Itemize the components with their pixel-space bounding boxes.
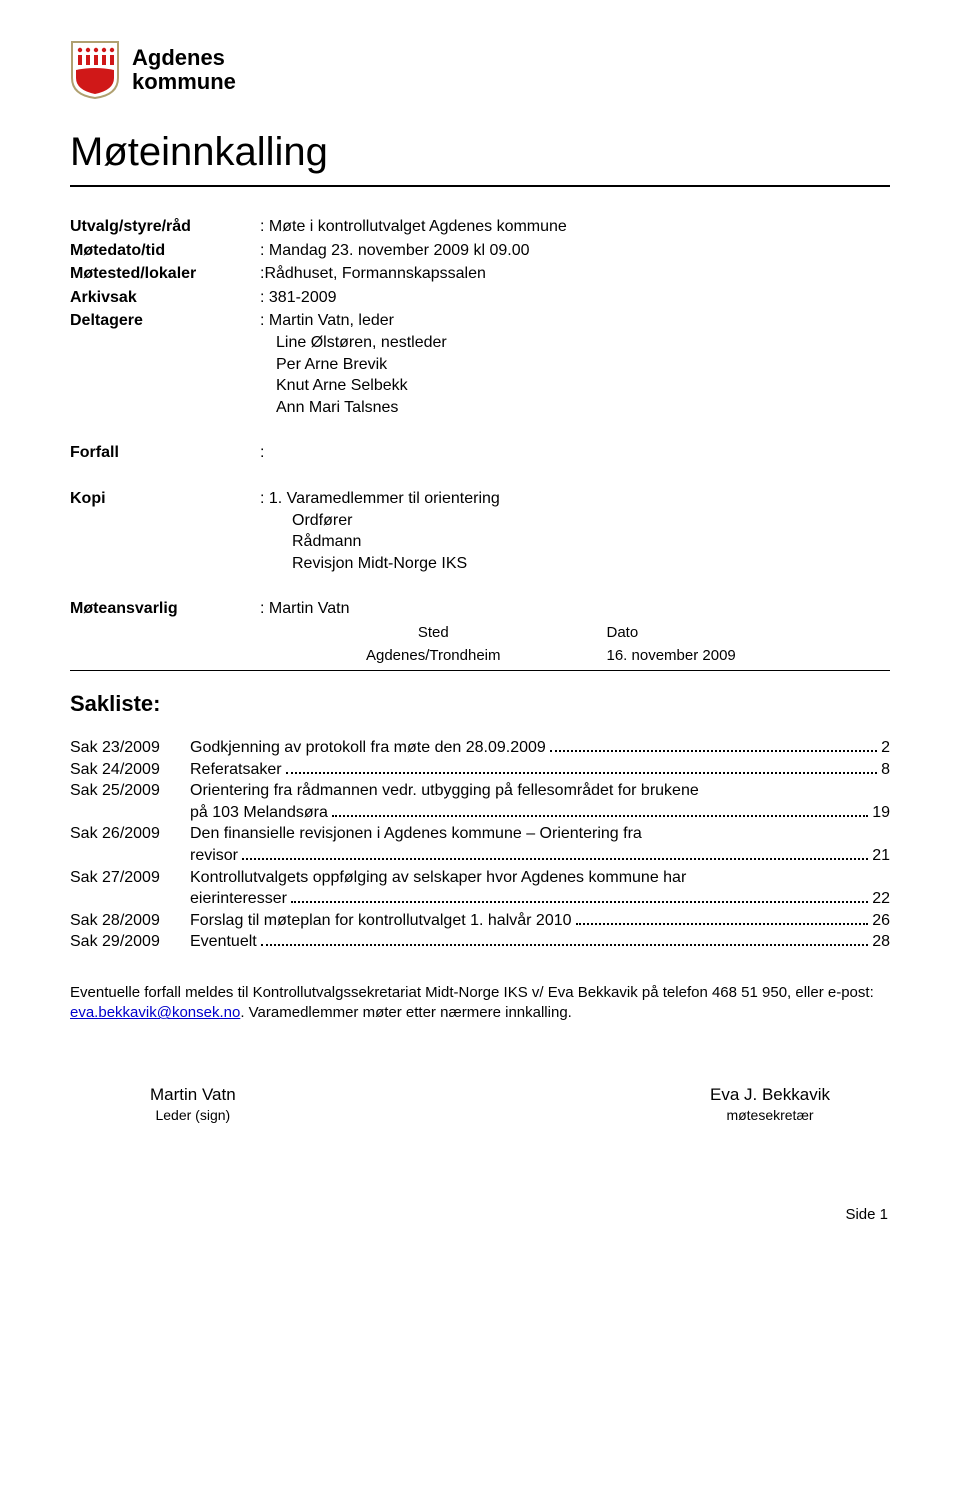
sak-row: Sak 29/2009 Eventuelt 28 [70, 931, 890, 953]
meta-label-deltagere: Deltagere [70, 309, 260, 419]
kopi-line0: : 1. Varamedlemmer til orientering [260, 490, 500, 507]
sak-text: Forslag til møteplan for kontrollutvalge… [190, 910, 572, 932]
meta-value-motested: :Rådhuset, Formannskapssalen [260, 262, 890, 286]
deltagere-line4: Ann Mari Talsnes [260, 399, 398, 416]
sig-left-role: Leder (sign) [150, 1106, 236, 1125]
meta-value-kopi: : 1. Varamedlemmer til orientering Ordfø… [260, 487, 890, 575]
deltagere-line3: Knut Arne Selbekk [260, 377, 408, 394]
sakliste-title: Sakliste: [70, 689, 890, 719]
sak-row: Sak 25/2009 Orientering fra rådmannen ve… [70, 780, 890, 802]
sak-page: 22 [872, 888, 890, 910]
signatures: Martin Vatn Leder (sign) Eva J. Bekkavik… [70, 1084, 890, 1126]
meta-label-motested: Møtested/lokaler [70, 262, 260, 286]
meta-label-arkivsak: Arkivsak [70, 286, 260, 310]
org-name-line1: Agdenes [132, 45, 225, 70]
sak-id: Sak 27/2009 [70, 867, 190, 889]
kopi-line2: Rådmann [260, 533, 361, 550]
sak-cont-text: eierinteresser [190, 888, 287, 910]
deltagere-line1: Line Ølstøren, nestleder [260, 334, 447, 351]
signature-left: Martin Vatn Leder (sign) [150, 1084, 236, 1126]
shield-icon [70, 40, 120, 100]
dato-label: Dato [607, 622, 891, 645]
sak-dots [291, 890, 868, 903]
signature-right: Eva J. Bekkavik møtesekretær [710, 1084, 830, 1126]
meta-table: Utvalg/styre/råd : Møte i kontrollutvalg… [70, 215, 890, 671]
sak-id: Sak 23/2009 [70, 737, 190, 759]
sak-page: 21 [872, 845, 890, 867]
sak-cont-text: revisor [190, 845, 238, 867]
sak-id: Sak 26/2009 [70, 823, 190, 845]
footer-page-number: Side 1 [70, 1205, 890, 1225]
meta-value-motedato: : Mandag 23. november 2009 kl 09.00 [260, 239, 890, 263]
sak-continuation: eierinteresser 22 [70, 888, 890, 910]
sak-id: Sak 29/2009 [70, 931, 190, 953]
sakliste: Sak 23/2009 Godkjenning av protokoll fra… [70, 737, 890, 953]
sak-text: Eventuelt [190, 931, 257, 953]
sak-text: Den finansielle revisjonen i Agdenes kom… [190, 823, 642, 845]
sak-continuation: revisor 21 [70, 845, 890, 867]
meta-value-moteansvarlig: : Martin Vatn [260, 597, 890, 621]
meta-label-forfall: Forfall [70, 441, 260, 465]
notice-email-link[interactable]: eva.bekkavik@konsek.no [70, 1004, 240, 1021]
meta-value-deltagere: : Martin Vatn, leder Line Ølstøren, nest… [260, 309, 890, 419]
dato-value: 16. november 2009 [607, 645, 891, 668]
sak-row: Sak 23/2009 Godkjenning av protokoll fra… [70, 737, 890, 759]
sak-row: Sak 26/2009 Den finansielle revisjonen i… [70, 823, 890, 845]
org-name: Agdenes kommune [132, 46, 236, 94]
sted-label: Sted [260, 622, 607, 645]
kopi-line1: Ordfører [260, 512, 352, 529]
meta-label-kopi: Kopi [70, 487, 260, 575]
sak-cont-text: på 103 Melandsøra [190, 802, 328, 824]
sak-row: Sak 27/2009 Kontrollutvalgets oppfølging… [70, 867, 890, 889]
sak-page: 2 [881, 737, 890, 759]
notice-text: Eventuelle forfall meldes til Kontrollut… [70, 983, 890, 1024]
sak-page: 19 [872, 802, 890, 824]
meta-value-utvalg: : Møte i kontrollutvalget Agdenes kommun… [260, 215, 890, 239]
sak-dots [242, 847, 868, 860]
deltagere-line0: : Martin Vatn, leder [260, 312, 394, 329]
sak-page: 8 [881, 759, 890, 781]
sig-left-name: Martin Vatn [150, 1084, 236, 1107]
sted-dato-row: Sted Dato Agdenes/Trondheim 16. november… [70, 621, 890, 671]
sak-dots [550, 739, 877, 752]
sak-id: Sak 28/2009 [70, 910, 190, 932]
sak-id: Sak 25/2009 [70, 780, 190, 802]
page-title: Møteinnkalling [70, 125, 890, 187]
meta-value-forfall: : [260, 441, 890, 465]
sak-row: Sak 28/2009 Forslag til møteplan for kon… [70, 910, 890, 932]
sak-page: 26 [872, 910, 890, 932]
meta-label-utvalg: Utvalg/styre/råd [70, 215, 260, 239]
header-logo: Agdenes kommune [70, 40, 890, 100]
sak-text: Orientering fra rådmannen vedr. utbyggin… [190, 780, 699, 802]
sak-dots [261, 934, 868, 947]
sig-right-role: møtesekretær [710, 1106, 830, 1125]
deltagere-line2: Per Arne Brevik [260, 356, 387, 373]
sig-right-name: Eva J. Bekkavik [710, 1084, 830, 1107]
sak-continuation: på 103 Melandsøra 19 [70, 802, 890, 824]
sak-dots [332, 804, 868, 817]
notice-post: . Varamedlemmer møter etter nærmere innk… [240, 1004, 572, 1021]
sak-text: Referatsaker [190, 759, 282, 781]
meta-label-moteansvarlig: Møteansvarlig [70, 597, 260, 621]
sak-id: Sak 24/2009 [70, 759, 190, 781]
sak-dots [576, 912, 869, 925]
kopi-line3: Revisjon Midt-Norge IKS [260, 555, 467, 572]
notice-pre: Eventuelle forfall meldes til Kontrollut… [70, 984, 874, 1001]
sak-text: Kontrollutvalgets oppfølging av selskape… [190, 867, 686, 889]
sted-value: Agdenes/Trondheim [260, 645, 607, 668]
org-name-line2: kommune [132, 69, 236, 94]
meta-label-motedato: Møtedato/tid [70, 239, 260, 263]
sak-row: Sak 24/2009 Referatsaker 8 [70, 759, 890, 781]
sak-dots [286, 761, 878, 774]
sak-text: Godkjenning av protokoll fra møte den 28… [190, 737, 546, 759]
meta-value-arkivsak: : 381-2009 [260, 286, 890, 310]
sak-page: 28 [872, 931, 890, 953]
